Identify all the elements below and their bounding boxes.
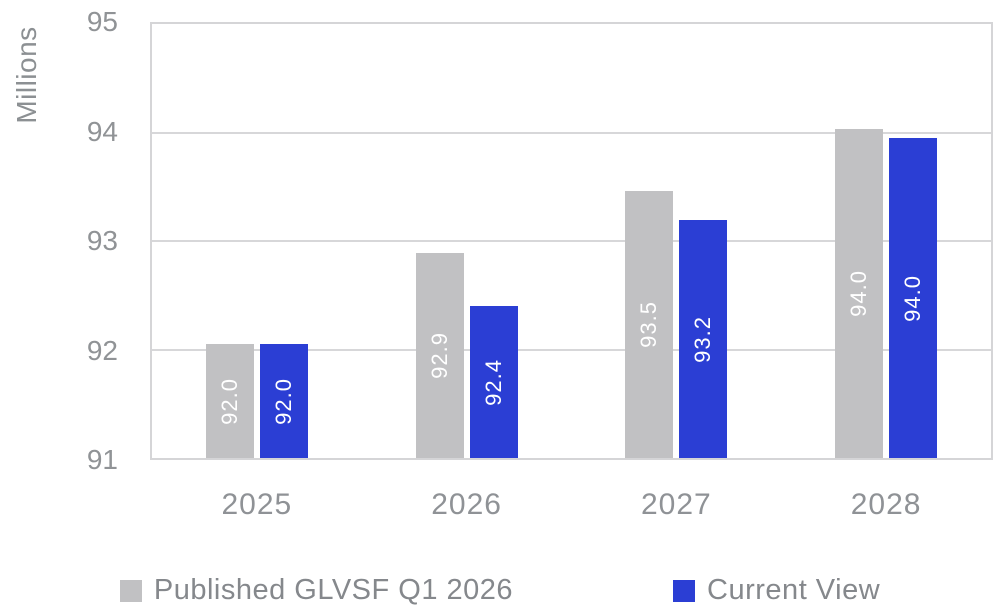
bar-value-label: 93.2 <box>690 315 716 363</box>
legend-label: Current View <box>707 574 881 606</box>
legend-swatch-icon <box>673 579 696 602</box>
legend-swatch-icon <box>119 579 142 602</box>
x-axis-label-2026: 2026 <box>431 488 502 521</box>
bar-value-label: 92.4 <box>480 358 506 406</box>
bar-2027-series-0: 93.5 <box>625 191 674 458</box>
bar-value-label: 94.0 <box>846 270 872 318</box>
bar-2028-series-0: 94.0 <box>835 129 884 458</box>
legend-item-1: Current View <box>673 574 880 607</box>
y-tick-label: 92 <box>86 334 118 366</box>
y-tick-label: 93 <box>86 225 118 256</box>
bar-value-label: 94.0 <box>900 274 926 322</box>
bar-value-label: 93.5 <box>636 301 662 348</box>
legend-label: Published GLVSF Q1 2026 <box>153 574 514 606</box>
gridline <box>152 131 991 134</box>
bar-value-label: 92.9 <box>426 332 452 379</box>
plot-area: 92.0 92.0 92.9 92.4 93.5 93.2 94.0 94.0 <box>150 22 993 460</box>
y-axis-title: Millions <box>11 26 42 124</box>
bar-value-label: 92.0 <box>270 377 296 425</box>
bar-2028-series-1: 94.0 <box>889 137 938 458</box>
y-tick-label: 95 <box>86 6 118 37</box>
bar-2026-series-1: 92.4 <box>469 306 518 458</box>
y-tick-label: 91 <box>86 444 118 475</box>
x-axis-label-2028: 2028 <box>850 488 922 521</box>
y-tick-label: 94 <box>86 115 118 147</box>
gridline <box>152 240 991 242</box>
x-axis-label-2027: 2027 <box>641 488 712 521</box>
bar-value-label: 92.0 <box>216 377 242 425</box>
x-axis-label-2025: 2025 <box>221 488 293 521</box>
legend: Published GLVSF Q1 2026 Current View <box>0 574 1000 607</box>
legend-item-0: Published GLVSF Q1 2026 <box>119 574 514 607</box>
bar-2025-series-1: 92.0 <box>259 344 308 458</box>
bar-2026-series-0: 92.9 <box>415 252 464 458</box>
bar-2025-series-0: 92.0 <box>205 344 254 458</box>
gridline <box>152 348 991 351</box>
bar-2027-series-1: 93.2 <box>679 220 728 458</box>
